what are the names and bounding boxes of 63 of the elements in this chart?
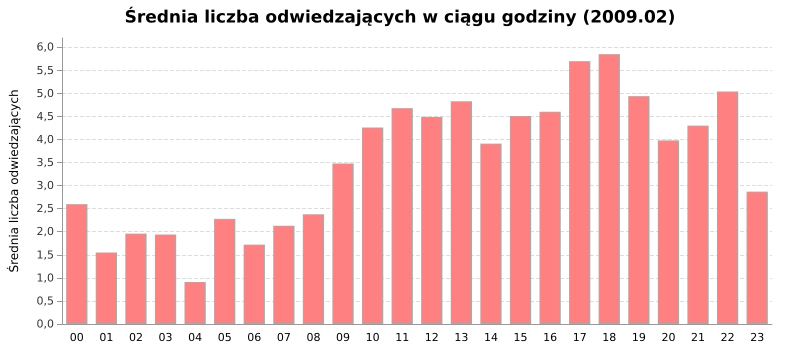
x-tick-label: 01: [99, 331, 114, 344]
x-tick-label: 19: [632, 331, 646, 344]
bar: [154, 234, 176, 324]
x-tick-label: 14: [484, 331, 498, 344]
x-tick-label: 16: [543, 331, 558, 344]
x-tick-label: 07: [276, 331, 291, 344]
bar: [569, 61, 590, 324]
bar: [244, 244, 265, 324]
bar: [392, 108, 413, 324]
x-tick-label: 04: [188, 331, 202, 344]
bar: [421, 116, 442, 324]
x-tick-label: 09: [336, 331, 350, 344]
x-tick-label: 12: [424, 331, 439, 344]
x-tick-label: 23: [750, 331, 764, 344]
bar: [362, 127, 384, 324]
bar: [125, 234, 147, 324]
bar: [598, 54, 620, 324]
bar: [273, 226, 295, 324]
bar: [628, 96, 650, 324]
x-tick-label: 21: [691, 331, 706, 344]
y-tick-label: 1,5: [36, 248, 54, 262]
bar: [450, 101, 472, 324]
y-tick-label: 4,0: [36, 132, 54, 146]
bar: [66, 204, 88, 324]
x-tick-label: 17: [572, 331, 587, 344]
bar: [746, 192, 768, 324]
x-tick-label: 02: [128, 331, 143, 344]
y-tick-label: 4,5: [36, 110, 54, 123]
x-tick-label: 03: [158, 331, 173, 344]
bar: [480, 144, 502, 324]
y-axis-title: Średnia liczba odwiedzających: [6, 89, 21, 273]
x-tick-label: 05: [218, 331, 232, 344]
bar: [332, 163, 354, 324]
x-tick-label: 00: [70, 331, 84, 344]
x-tick-label: 06: [247, 331, 262, 344]
bar: [96, 252, 118, 324]
chart-title: Średnia liczba odwiedzających w ciągu godziny (2009.02): [124, 6, 676, 28]
y-tick-label: 5,5: [36, 64, 54, 77]
bar: [716, 92, 738, 324]
x-tick-label: 13: [454, 331, 468, 344]
y-tick-label: 5,0: [36, 86, 54, 100]
x-tick-label: 10: [366, 331, 380, 344]
y-tick-label: 0,5: [36, 294, 54, 308]
x-tick-label: 18: [602, 331, 616, 344]
x-tick-label: 08: [306, 331, 320, 344]
x-tick-label: 20: [661, 331, 676, 344]
y-tick-label: 0,0: [36, 318, 54, 330]
bar: [184, 282, 206, 324]
y-tick-label: 1,0: [36, 271, 54, 284]
x-tick-label: 22: [720, 331, 735, 344]
y-tick-label: 2,5: [36, 202, 54, 216]
bar: [214, 218, 236, 324]
bar: [302, 214, 324, 324]
bar: [510, 116, 532, 324]
y-tick-label: 2,0: [36, 225, 54, 238]
y-tick-label: 6,0: [36, 40, 54, 54]
bar: [687, 126, 709, 324]
y-tick-label: 3,0: [36, 179, 54, 192]
bar: [539, 112, 561, 324]
x-tick-label: 15: [514, 331, 528, 344]
x-tick-label: 11: [395, 331, 410, 344]
bar: [658, 140, 680, 324]
y-tick-label: 3,5: [36, 156, 54, 170]
